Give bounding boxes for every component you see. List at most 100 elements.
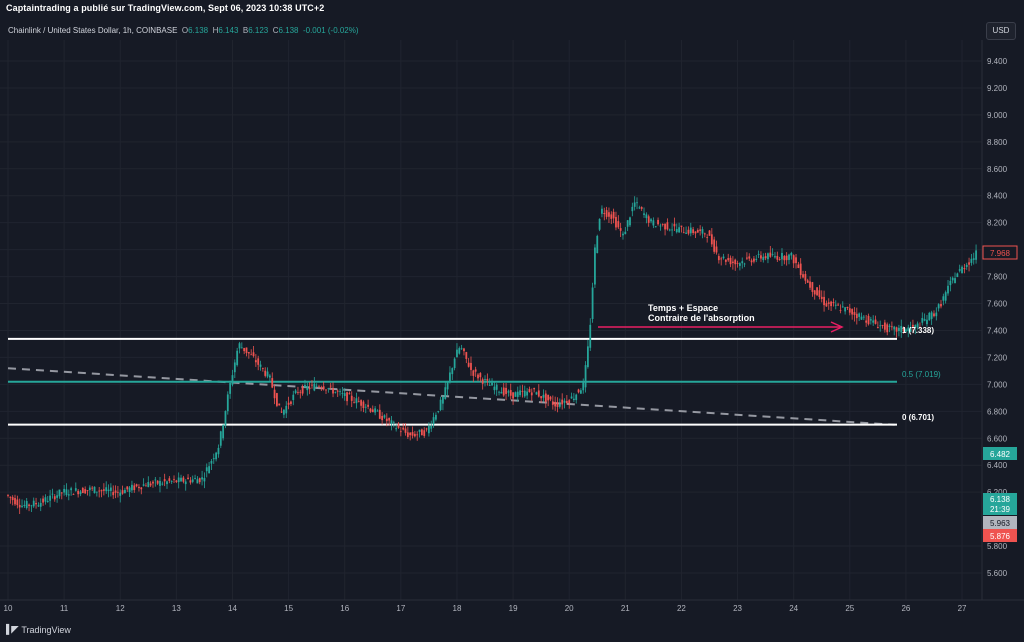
- candle-body: [491, 382, 493, 386]
- candle-body: [776, 255, 779, 260]
- candle-body: [874, 319, 877, 324]
- close-label: C: [272, 26, 279, 35]
- candle-body: [692, 229, 695, 234]
- candle-body: [432, 417, 435, 425]
- candle-body: [318, 386, 320, 388]
- candle-body: [348, 393, 351, 395]
- candle-body: [194, 478, 196, 479]
- time-axis[interactable]: 10 11 12 13 14 15 16 17 18 19 20 21 22 23 24 25 26 27: [4, 604, 967, 613]
- price-tick: 6.400: [987, 461, 1008, 470]
- candle-body: [360, 400, 362, 406]
- candle-body: [91, 487, 94, 489]
- tradingview-footer[interactable]: ▌◤ TradingView: [6, 624, 71, 635]
- candle-body: [724, 259, 727, 262]
- candle-body: [951, 277, 954, 281]
- candle-body: [617, 221, 620, 228]
- candle-body: [809, 281, 811, 288]
- candle-body: [736, 263, 739, 264]
- low-value: 6.123: [248, 26, 269, 35]
- candle-body: [608, 212, 610, 217]
- candle-body: [514, 392, 517, 397]
- candle-body: [837, 304, 840, 306]
- candle-body: [781, 252, 783, 260]
- candle-body: [191, 479, 194, 482]
- candle-body: [278, 403, 281, 406]
- candle-body: [292, 394, 295, 400]
- time-tick: 11: [60, 604, 69, 613]
- symbol-legend[interactable]: Chainlink / United States Dollar, 1h, CO…: [8, 26, 359, 35]
- candles: [7, 196, 977, 515]
- candle-body: [970, 258, 973, 263]
- candle-body: [795, 257, 797, 264]
- candle-body: [182, 477, 185, 482]
- price-tick: 6.800: [987, 407, 1008, 416]
- candle-body: [830, 301, 832, 307]
- currency-button[interactable]: USD: [986, 22, 1016, 40]
- candle-body: [575, 394, 578, 401]
- candle-body: [406, 432, 409, 437]
- candle-body: [404, 428, 407, 433]
- candle-body: [35, 503, 37, 505]
- candle-body: [858, 313, 861, 317]
- price-tick: 9.000: [987, 111, 1008, 120]
- candle-body: [105, 487, 108, 492]
- fib-label-bottom: 0 (6.701): [902, 413, 934, 422]
- candle-body: [411, 432, 414, 436]
- candle-body: [834, 304, 837, 306]
- candle-body: [561, 399, 564, 405]
- candle-body: [353, 402, 355, 404]
- candle-body: [329, 385, 332, 387]
- candle-body: [371, 409, 374, 413]
- candle-body: [93, 486, 96, 494]
- low-label: B: [242, 26, 249, 35]
- candle-body: [74, 488, 77, 491]
- candle-body: [879, 325, 882, 327]
- candle-body: [963, 268, 966, 270]
- candle-body: [731, 261, 734, 263]
- time-tick: 10: [4, 604, 13, 613]
- candle-body: [587, 346, 589, 367]
- time-tick: 22: [677, 604, 686, 613]
- candle-body: [385, 418, 388, 422]
- tradingview-logo-icon: ▌◤: [6, 624, 18, 634]
- candle-body: [755, 258, 758, 260]
- candle-body: [70, 488, 73, 491]
- annotation[interactable]: Temps + Espace Contraire de l'absorption: [598, 303, 844, 333]
- publisher-line: Captaintrading a publié sur TradingView.…: [6, 3, 325, 13]
- candle-body: [958, 269, 961, 271]
- candle-body: [53, 496, 56, 500]
- candle-body: [500, 391, 503, 394]
- candle-body: [119, 492, 122, 496]
- candle-body: [362, 401, 365, 409]
- candle-body: [629, 217, 631, 226]
- price-tick: 7.200: [987, 353, 1008, 362]
- candle-body: [397, 423, 400, 428]
- candle-body: [280, 411, 283, 413]
- candle-body: [657, 219, 659, 225]
- candle-body: [883, 322, 886, 330]
- candle-body: [334, 391, 337, 393]
- candle-body: [58, 489, 61, 497]
- candle-body: [308, 387, 311, 390]
- candle-body: [369, 408, 372, 412]
- candle-body: [890, 326, 893, 328]
- candle-body: [558, 403, 561, 407]
- candle-body: [131, 484, 133, 491]
- candle-body: [888, 325, 891, 327]
- candle-body: [638, 207, 641, 209]
- candle-body: [643, 213, 645, 215]
- time-tick: 16: [340, 604, 349, 613]
- candle-body: [619, 228, 622, 231]
- candle-body: [208, 466, 210, 474]
- candle-body: [112, 491, 115, 496]
- candle-body: [449, 372, 451, 382]
- level-badge: [983, 447, 1017, 460]
- time-tick: 21: [621, 604, 630, 613]
- annotation-line-1: Temps + Espace: [648, 303, 718, 313]
- candle-body: [769, 252, 772, 257]
- candle-body: [224, 411, 227, 426]
- candle-body: [893, 326, 896, 330]
- candle-body: [668, 229, 671, 231]
- candle-body: [109, 487, 112, 491]
